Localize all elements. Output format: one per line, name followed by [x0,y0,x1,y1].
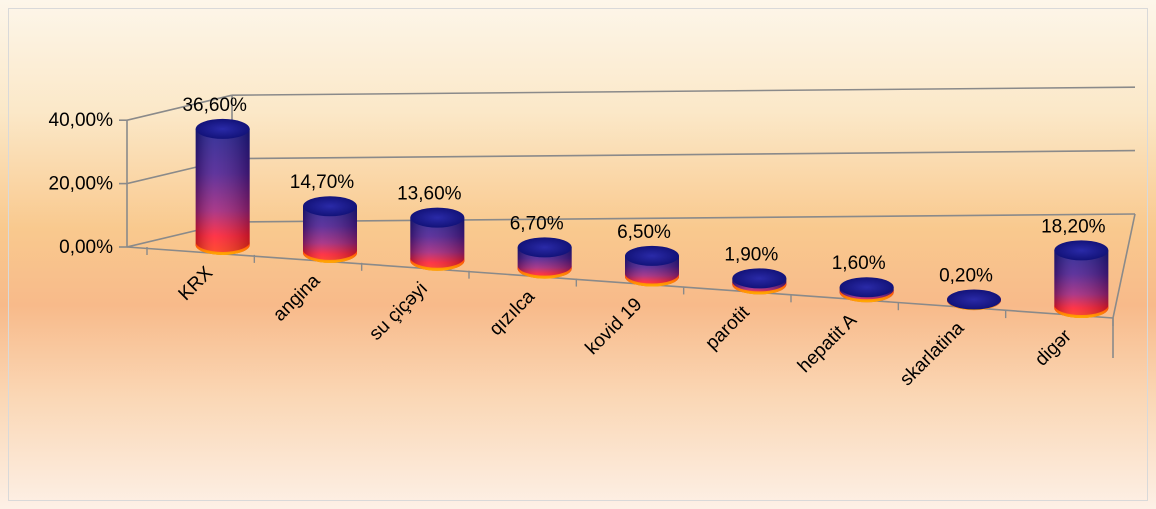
data-label: 6,70% [510,213,564,234]
bar-0 [195,118,250,255]
bar-cap [410,207,465,228]
data-label: 14,70% [290,172,355,193]
data-label: 0,20% [939,266,993,287]
bar-cap [303,196,357,217]
category-label: digər [1031,325,1076,370]
bar-base [303,249,357,263]
bars-layer [195,118,1109,319]
bar-cap [625,245,679,266]
category-label: qızılca [485,286,539,340]
bar-shading [410,217,465,271]
category-label: hepatit A [794,310,861,377]
bar-1 [303,196,357,263]
bar-base [195,241,250,255]
gridline-left-wall [126,94,233,121]
bar-3 [517,237,572,279]
category-label: kovid 19 [582,294,647,359]
category-label: su çiçəyi [365,278,431,344]
category-label: skarlatina [896,318,969,391]
category-label: parotit [702,302,755,355]
bar-cap [195,118,250,139]
bar-4 [625,245,679,287]
category-label: angina [269,270,324,325]
x-axis-line [126,246,1114,319]
data-label: 1,60% [832,253,886,274]
bar-6 [839,277,894,303]
gridline-back-wall [231,149,1136,160]
floor-right-edge [1112,213,1136,319]
bar-2 [410,207,465,271]
bar-shading [303,206,357,263]
bar-base [410,257,465,271]
y-tick-label: 20,00% [49,174,114,195]
bar-base [1054,305,1109,319]
bar-base [732,281,787,295]
bar-8 [1054,240,1109,319]
bar-base [839,289,894,303]
bar-shading [1054,250,1109,319]
category-label: KRX [175,262,218,305]
y-tick-label: 40,00% [49,110,114,131]
data-label: 6,50% [617,222,671,243]
bar-cap [947,289,1001,310]
bar-shading [195,128,250,255]
data-label: 1,90% [724,244,778,265]
gridline-back-wall [231,86,1136,96]
y-tick-label: 0,00% [59,237,113,258]
chart-frame [8,8,1148,501]
bar-cap [1054,240,1109,261]
bar-cap [517,237,572,258]
bar-7 [947,289,1001,311]
data-label: 13,60% [397,184,462,205]
bar-cap [839,277,894,298]
bar-cap [732,268,787,289]
bar-5 [732,268,787,295]
data-label: 36,60% [182,95,247,116]
bar-base [625,273,679,287]
data-label: 18,20% [1041,216,1106,237]
bar-base [517,265,572,279]
axis-layer: 0,00% 20,00% 40,00% [49,95,1136,358]
gridline-back-wall [231,213,1136,223]
